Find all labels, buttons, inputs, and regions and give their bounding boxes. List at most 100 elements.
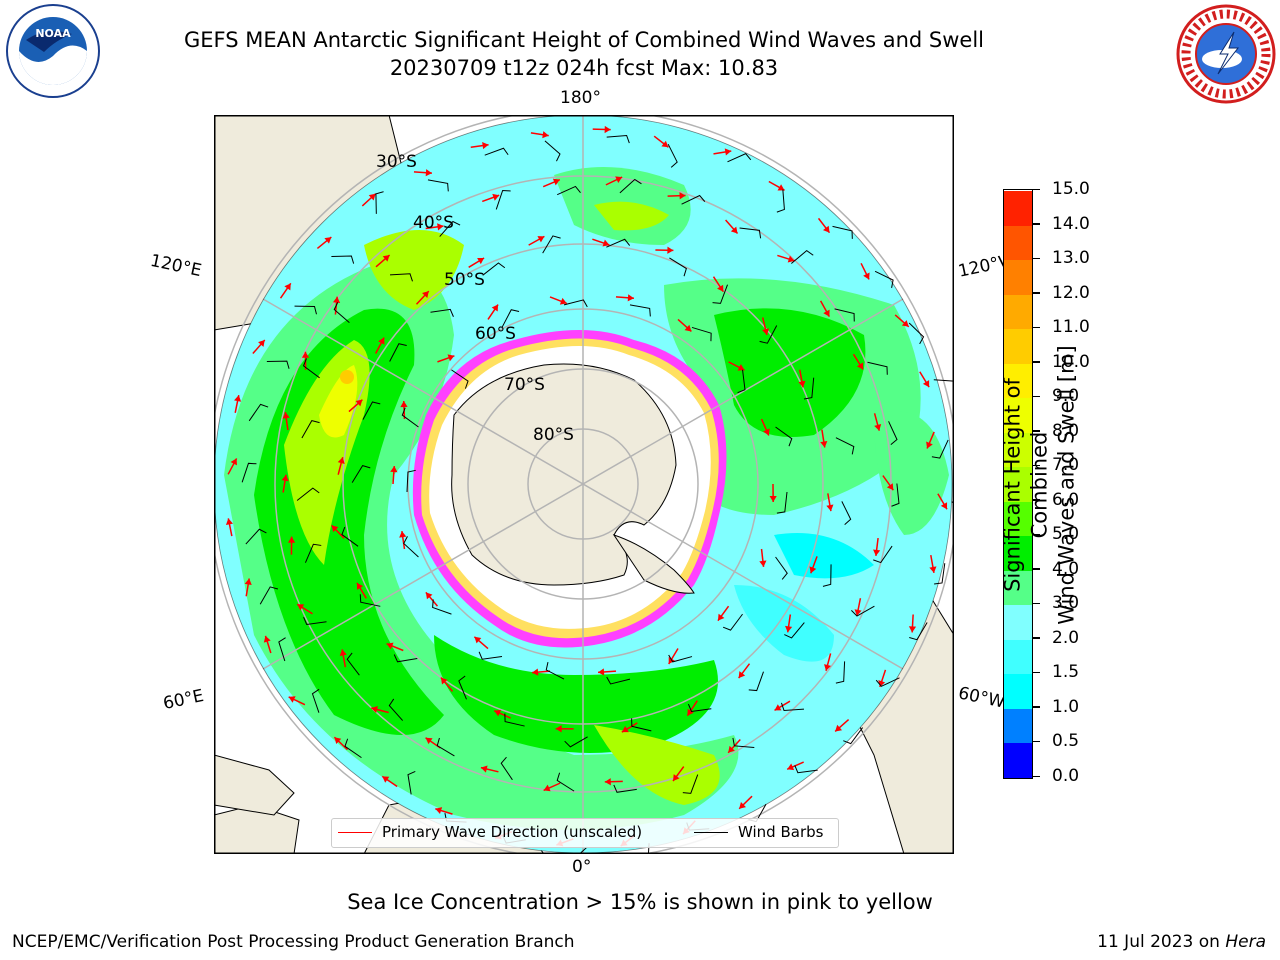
wave-direction-arrowhead xyxy=(774,704,782,711)
wind-barb xyxy=(606,676,631,685)
wind-barb xyxy=(331,255,355,264)
wave-direction-arrowhead xyxy=(355,399,363,407)
wind-barb xyxy=(375,191,384,214)
colorbar-tick xyxy=(1033,499,1040,501)
wind-barb xyxy=(780,702,805,711)
colorbar-label: Significant Height of Combined Wind Wave… xyxy=(1000,335,1081,635)
wave-direction-arrowhead xyxy=(798,380,806,388)
wind-barb xyxy=(484,147,509,156)
wave-direction-arrowhead xyxy=(724,148,732,156)
wave-direction-arrowhead xyxy=(287,536,296,543)
wave-direction-arrowhead xyxy=(435,807,443,814)
legend-barb-label: Wind Barbs xyxy=(738,823,824,841)
wave-direction-arrowhead xyxy=(234,395,242,402)
wind-barb xyxy=(691,326,712,342)
wind-barb xyxy=(278,637,286,662)
wave-direction-arrowhead xyxy=(282,412,290,419)
wave-direction-arrowhead xyxy=(324,237,332,244)
wind-barb xyxy=(259,586,279,605)
wind-barb xyxy=(613,784,637,793)
wind-barb xyxy=(495,189,511,210)
colorbar-segment xyxy=(1004,673,1032,709)
wave-direction-arrowhead xyxy=(281,474,289,482)
colorbar-tick xyxy=(1033,292,1040,294)
gridlines xyxy=(214,115,954,854)
wave-direction-arrowhead xyxy=(787,763,795,771)
wind-barb xyxy=(681,194,706,205)
wave-direction-arrowhead xyxy=(822,225,830,233)
colorbar-segment xyxy=(1004,397,1032,433)
wind-barb xyxy=(832,225,853,239)
wind-barb xyxy=(619,178,642,194)
wave-direction-arrowhead xyxy=(386,642,394,650)
wind-barb xyxy=(545,661,565,680)
wave-direction-arrowhead xyxy=(615,176,623,183)
wave-direction-arrowhead xyxy=(661,140,669,148)
wave-direction-arrowhead xyxy=(337,457,345,464)
colorbar-tick-label: 4.0 xyxy=(1052,558,1080,579)
colorbar-segment xyxy=(1004,363,1032,399)
chart-subtitle: 20230709 t12z 024h fcst Max: 10.83 xyxy=(389,56,779,80)
wave-direction-arrowhead xyxy=(673,774,680,782)
wind-barb xyxy=(432,599,452,615)
colorbar-tick xyxy=(1033,706,1040,708)
wave-direction-arrowhead xyxy=(602,239,610,247)
wind-barb xyxy=(407,770,416,795)
colorbar-tick xyxy=(1033,602,1040,605)
wind-barb xyxy=(351,464,371,483)
wave-direction-arrowhead xyxy=(537,236,545,243)
wind-barb xyxy=(908,322,925,345)
colorbar-segment xyxy=(1004,535,1032,571)
lon-label-180: 180° xyxy=(560,88,601,108)
wave-direction-arrowhead xyxy=(820,440,828,448)
colorbar-tick xyxy=(1033,430,1040,432)
wind-barb xyxy=(248,403,269,422)
wave-direction-arrowhead xyxy=(382,776,390,783)
wind-barb xyxy=(841,501,852,525)
wind-barb xyxy=(727,153,752,163)
colorbar-segment xyxy=(1004,432,1032,468)
wave-direction-arrowhead xyxy=(854,609,862,616)
wave-direction-arrowhead xyxy=(244,578,252,586)
colorbar-tick xyxy=(1033,671,1040,674)
wave-direction-arrowhead xyxy=(785,625,793,633)
wind-barb xyxy=(647,843,650,854)
colorbar-tick-label: 1.0 xyxy=(1052,696,1080,717)
lat-label-60s: 60°S xyxy=(475,324,516,344)
wind-barb xyxy=(478,651,503,660)
wave-direction-arrowhead xyxy=(684,324,692,332)
wave-direction-arrowhead xyxy=(863,272,870,280)
wind-barb xyxy=(931,439,949,459)
wave-direction-arrowhead xyxy=(873,549,881,556)
colorbar-label-line2: Wind Waves and Swell [m] xyxy=(1054,345,1079,625)
wave-direction-arrowhead xyxy=(874,423,882,431)
lat-label-70s: 70°S xyxy=(504,375,545,395)
wave-direction-arrowhead xyxy=(425,592,433,600)
wave-direction-arrowhead xyxy=(332,296,341,304)
wave-direction-arrowhead xyxy=(492,193,500,201)
wave-direction-arrowhead xyxy=(835,724,843,732)
wave-direction-arrowhead xyxy=(604,125,611,134)
wave-direction-arrowhead xyxy=(728,745,735,753)
wave-direction-arrowhead xyxy=(399,531,407,538)
wind-barb xyxy=(843,727,864,745)
wave-direction-arrowhead xyxy=(598,668,605,676)
wind-barb xyxy=(667,143,678,168)
colorbar-tick xyxy=(1033,223,1040,225)
wind-barb xyxy=(311,688,320,713)
wave-direction-arrowhead xyxy=(901,320,909,327)
wind-barb xyxy=(629,304,651,317)
wind-barb xyxy=(557,185,581,196)
wave-direction-arrowhead xyxy=(425,169,432,177)
wave-direction-arrowhead xyxy=(823,309,830,317)
wind-barb xyxy=(241,462,257,483)
legend-wave-line xyxy=(338,832,372,833)
colorbar-tick xyxy=(1033,568,1040,570)
wind-barb xyxy=(739,227,762,239)
colorbar-segment xyxy=(1004,294,1032,330)
nws-logo xyxy=(1176,4,1276,104)
footer-host: Hera xyxy=(1225,932,1266,952)
colorbar-tick-label: 14.0 xyxy=(1052,213,1090,234)
wind-barb xyxy=(346,652,360,676)
legend-wave-direction: Primary Wave Direction (unscaled) xyxy=(338,823,642,841)
